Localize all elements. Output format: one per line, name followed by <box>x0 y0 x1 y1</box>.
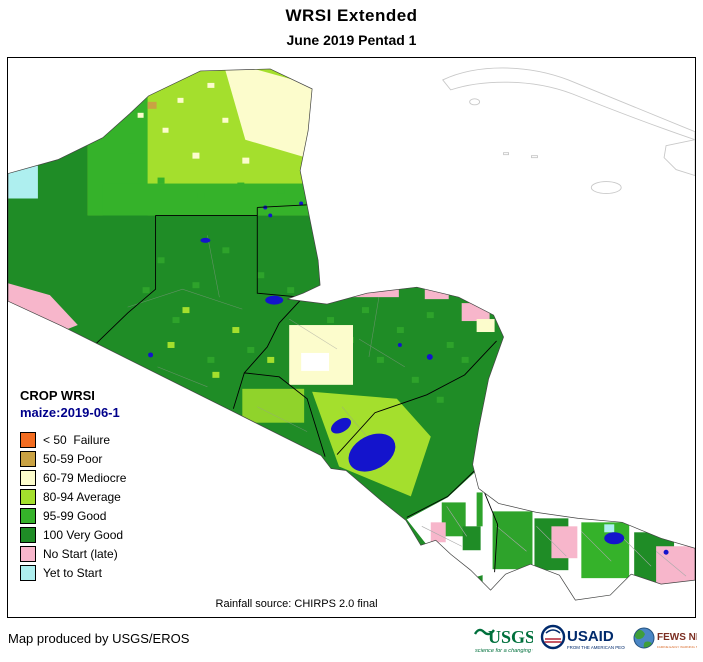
usgs-wave-icon <box>473 628 495 636</box>
fewsnet-wordmark: FEWS NET <box>657 632 697 643</box>
legend-label: 95-99 Good <box>43 508 107 523</box>
swatch-very-good <box>20 526 36 543</box>
fewsnet-logo: FEWS NET FAMINE EARLY WARNING SYSTEMS NE… <box>633 627 697 649</box>
legend-subheading: maize:2019-06-1 <box>20 405 120 420</box>
yucatan-ne-mediocre <box>222 68 316 158</box>
lake-peten-itza <box>200 237 211 243</box>
fewsnet-tagline: FAMINE EARLY WARNING SYSTEMS NETWORK <box>657 645 697 649</box>
legend-item-failure: < 50 Failure <box>20 430 126 449</box>
usaid-wordmark: USAID <box>567 628 614 645</box>
legend-label: 80-94 Average <box>43 489 121 504</box>
cuba-outline <box>442 67 695 141</box>
map-credit: Map produced by USGS/EROS <box>8 631 190 646</box>
swatch-yet-to-start <box>20 564 36 581</box>
usgs-logo: USGS science for a changing world <box>473 627 533 654</box>
jamaica-outline <box>590 181 622 194</box>
caribbean-islands <box>442 67 695 194</box>
legend-heading: CROP WRSI <box>20 388 95 403</box>
page-title: WRSI Extended <box>285 6 418 25</box>
legend-item-good: 95-99 Good <box>20 506 126 525</box>
hispaniola-outline <box>663 139 695 177</box>
legend-label: 50-59 Poor <box>43 451 103 466</box>
lake-nicaragua <box>348 433 396 472</box>
isla-juventud-outline <box>469 98 481 106</box>
legend-label: 60-79 Mediocre <box>43 470 127 485</box>
legend-item-no-start: No Start (late) <box>20 544 126 563</box>
cayman-outline <box>503 152 509 156</box>
legend-item-average: 80-94 Average <box>20 487 126 506</box>
cayman-outline <box>531 155 538 159</box>
usaid-tagline: FROM THE AMERICAN PEOPLE <box>567 645 625 650</box>
el-salvador-average <box>242 388 305 423</box>
swatch-average <box>20 488 36 505</box>
gatun-lake <box>604 532 625 545</box>
swatch-mediocre <box>20 469 36 486</box>
lake-atitlan <box>148 352 154 358</box>
usgs-tagline: science for a changing world <box>475 648 533 654</box>
legend-label: No Start (late) <box>43 546 118 561</box>
legend-label: < 50 Failure <box>43 432 111 447</box>
legend: CROP WRSI maize:2019-06-1 < 50 Failure 5… <box>20 388 126 582</box>
lake-managua <box>330 417 352 434</box>
swatch-failure <box>20 431 36 448</box>
legend-item-very-good: 100 Very Good <box>20 525 126 544</box>
usaid-logo: USAID FROM THE AMERICAN PEOPLE <box>540 624 625 650</box>
swatch-poor <box>20 450 36 467</box>
legend-item-poor: 50-59 Poor <box>20 449 126 468</box>
rainfall-source-label: Rainfall source: CHIRPS 2.0 final <box>215 598 378 610</box>
legend-label: 100 Very Good <box>43 527 124 542</box>
map-canvas <box>8 67 695 601</box>
country-borders <box>95 204 499 573</box>
legend-item-mediocre: 60-79 Mediocre <box>20 468 126 487</box>
swatch-good <box>20 507 36 524</box>
legend-label: Yet to Start <box>43 565 102 580</box>
usgs-wordmark: USGS <box>488 627 533 647</box>
lakes <box>148 201 669 555</box>
swatch-no-start <box>20 545 36 562</box>
map-frame: CROP WRSI maize:2019-06-1 < 50 Failure 5… <box>7 57 696 618</box>
page-subtitle: June 2019 Pentad 1 <box>286 32 417 48</box>
lake-izabal <box>265 295 284 305</box>
footer-logos: USGS science for a changing world USAID … <box>473 622 697 656</box>
legend-item-yet-to-start: Yet to Start <box>20 563 126 582</box>
coastline <box>8 68 695 601</box>
department-lines <box>127 235 406 437</box>
